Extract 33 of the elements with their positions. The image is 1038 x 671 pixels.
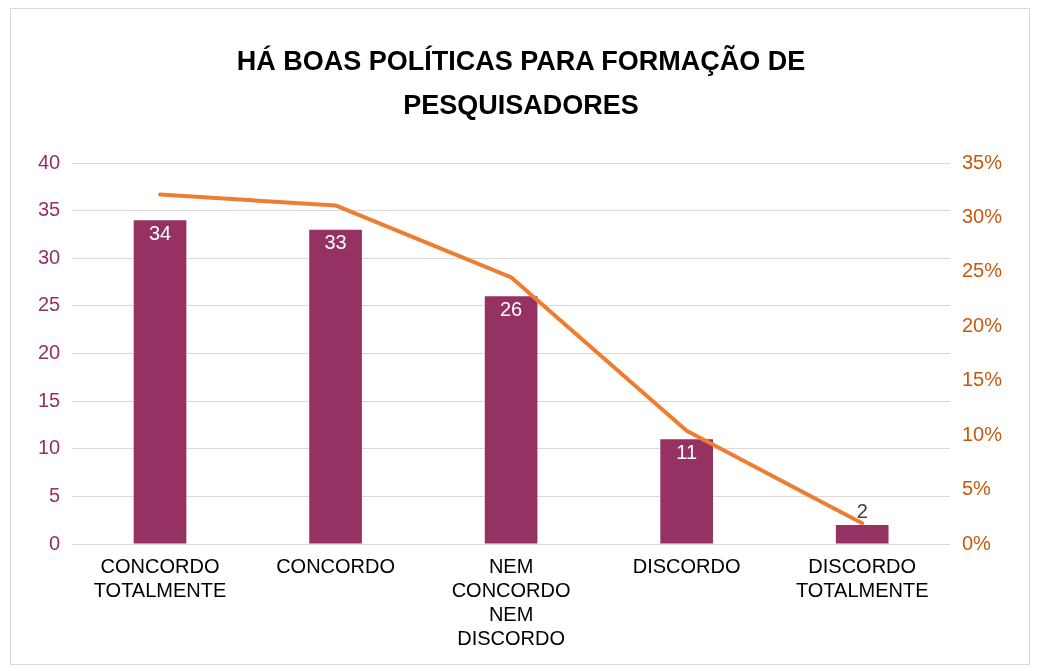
y2-tick-label: 30% [961,204,1003,227]
y2-tick-label: 35% [961,150,1003,173]
y-tick-label: 15 [38,388,61,411]
y2-tick-label: 5% [961,477,992,500]
x-tick-label: CONCORDO TOTALMENTE [93,554,227,601]
y2-tick-label: 20% [961,313,1003,336]
data-label: 26 [499,297,523,320]
data-label: 33 [324,231,347,254]
bar [484,296,538,544]
bar [835,524,889,544]
y-tick-label: 5 [49,483,61,506]
y-tick-label: 40 [38,150,61,173]
chart-title: HÁ BOAS POLÍTICAS PARA FORMAÇÃO DE PESQUISADORES [235,44,807,122]
y2-tick-label: 0% [961,531,992,554]
y-tick-label: 20 [38,341,61,364]
bar [660,439,713,544]
y-tick-label: 25 [38,293,61,316]
y-tick-label: 10 [38,436,61,459]
x-tick-label: DISCORDO [632,554,741,577]
data-label: 11 [676,440,698,463]
data-label: 34 [148,221,172,244]
y-tick-label: 30 [38,245,61,268]
y-tick-label: 0 [49,531,61,554]
y2-tick-label: 10% [961,422,1003,445]
y2-tick-label: 15% [961,368,1003,391]
x-tick-label: DISCORDO TOTALMENTE [795,554,929,601]
y-tick-label: 35 [38,198,61,221]
bar [133,220,187,544]
x-tick-label: NEM CONCORDO NEM DISCORDO [451,554,571,649]
y2-tick-label: 25% [961,259,1003,282]
data-label: 2 [856,500,868,523]
x-tick-label: CONCORDO [276,554,396,577]
bar [309,229,362,544]
